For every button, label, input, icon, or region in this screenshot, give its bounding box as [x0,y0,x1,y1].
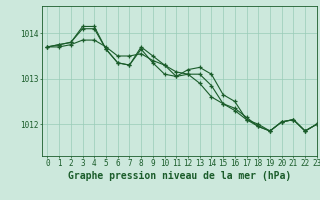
X-axis label: Graphe pression niveau de la mer (hPa): Graphe pression niveau de la mer (hPa) [68,171,291,181]
